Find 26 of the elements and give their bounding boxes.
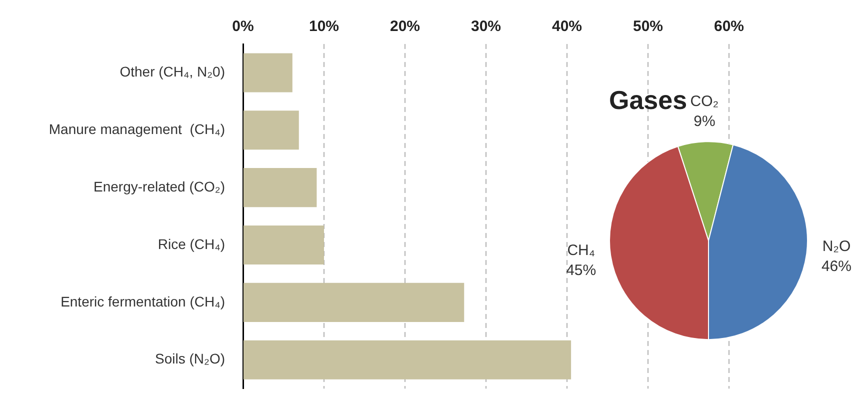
bar [244, 225, 324, 265]
y-tick-label: Energy-related (CO₂) [94, 178, 225, 194]
y-tick-label: Other (CH₄, N₂0) [120, 64, 225, 80]
bar [244, 340, 572, 380]
data-label: 46% [821, 258, 852, 275]
y-tick-label: Enteric fermentation (CH₄) [60, 293, 225, 310]
x-tick-label: 60% [714, 18, 744, 36]
x-tick-label: 30% [470, 18, 502, 36]
x-tick-label: 50% [632, 18, 664, 36]
bar [244, 110, 299, 150]
data-label: 45% [566, 262, 596, 279]
bar [244, 282, 464, 322]
y-tick-label: Rice (CH₄) [158, 236, 225, 252]
x-tick-label: 10% [308, 18, 340, 36]
y-tick-label: Manure management (CH₄) [48, 121, 225, 138]
slice-label: N₂O [822, 238, 851, 255]
x-tick-label: 0% [232, 18, 254, 36]
bar [244, 53, 292, 92]
chart-title: Gases [609, 84, 688, 115]
y-tick-label: Soils (N₂O) [155, 350, 225, 367]
slice-label: CO₂ [690, 92, 719, 110]
x-tick-label: 20% [390, 18, 420, 36]
slice-label: CH₄ [567, 242, 595, 259]
data-label: 9% [694, 112, 716, 130]
x-tick-label: 40% [552, 18, 582, 36]
bar [244, 168, 317, 208]
